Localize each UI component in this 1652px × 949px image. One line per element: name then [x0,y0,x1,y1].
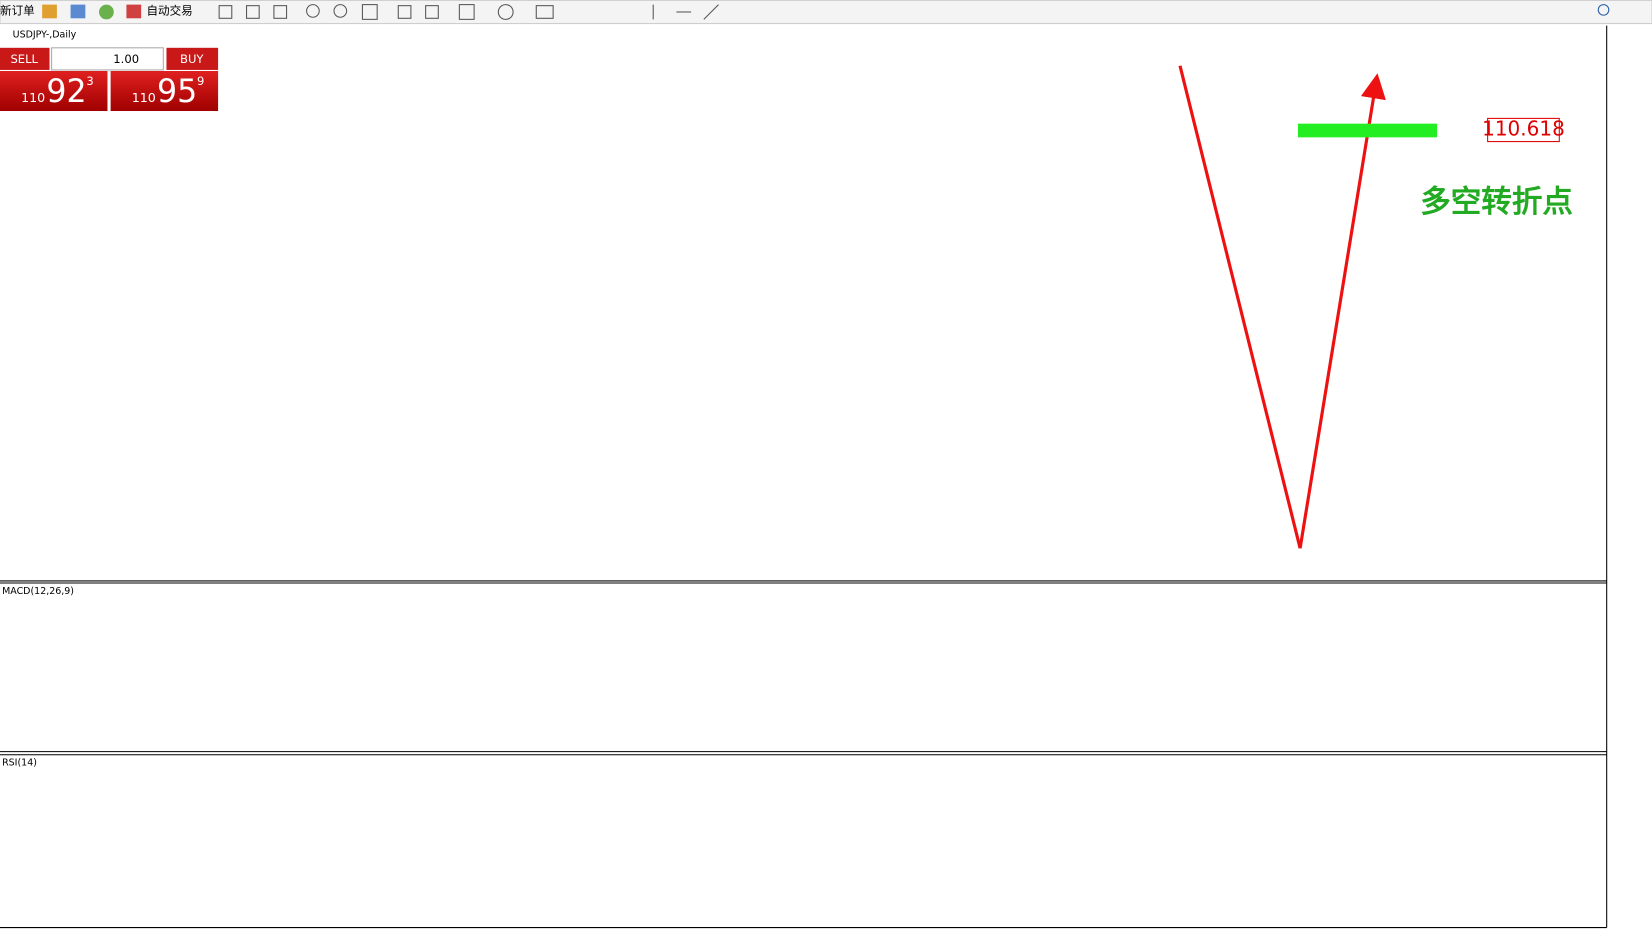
price-big-figure: 110 [132,90,156,105]
icon[interactable] [306,4,320,18]
annotation-box [1487,117,1560,143]
icon[interactable] [42,4,57,19]
price-big-figure: 110 [21,90,45,105]
sell-button[interactable] [0,47,50,70]
icon[interactable] [361,4,378,20]
toolbar: 新订单 自动交易 [0,0,1652,25]
icon[interactable] [70,4,86,19]
icon[interactable] [99,4,114,20]
lot-value[interactable]: 1.00 [113,52,139,66]
icon[interactable] [273,5,288,19]
arrow-up [1298,73,1386,549]
sell-price-box[interactable] [0,70,108,112]
search-icon[interactable] [1597,4,1610,16]
one-click-panel: SELL 1.00 BUY 110 92 3 110 95 9 [0,47,219,112]
toolbar-bg [0,0,1652,25]
turning-zone [1298,123,1438,138]
macd-label: MACD(12,26,9) [2,586,74,597]
symbol: USDJPY-,Daily [13,30,77,41]
icon[interactable] [458,4,475,20]
buy-button[interactable] [166,47,219,70]
icon[interactable] [703,4,719,20]
new-order-button[interactable]: 新订单 [0,3,35,17]
trend-drawing: 110.618 多空转折点 [1178,65,1573,549]
auto-trading-button[interactable]: 自动交易 [146,3,192,17]
rsi-label: RSI(14) [2,758,37,769]
arrow-down [1178,65,1302,549]
icon[interactable] [246,5,260,19]
icon[interactable] [535,5,554,19]
icon[interactable] [126,4,142,19]
annotation: 多空转折点 [1420,185,1573,220]
sell-label[interactable]: SELL [10,52,38,66]
buy-price-box[interactable] [110,70,219,112]
price-pips: 92 [46,74,86,110]
price-pips: 95 [157,74,197,110]
price-point: 3 [86,74,93,88]
icon[interactable] [497,4,514,20]
buy-label[interactable]: BUY [180,52,204,66]
icon[interactable] [397,5,412,19]
price-point: 9 [197,74,204,88]
icon[interactable] [425,5,439,19]
icon[interactable] [333,4,348,18]
icon[interactable] [218,5,233,19]
annotation: 110.618 [1482,116,1565,140]
lot-input[interactable] [51,47,164,71]
